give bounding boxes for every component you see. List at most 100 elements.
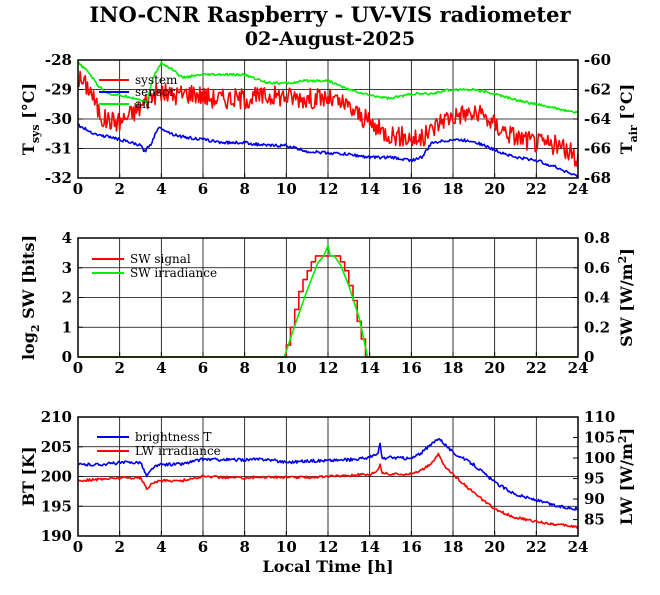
series-line-air [77, 61, 578, 114]
x-tick-label: 12 [318, 538, 339, 556]
x-tick-label: 6 [198, 359, 208, 377]
x-tick-label: 18 [443, 359, 464, 377]
x-tick-label: 22 [526, 180, 547, 198]
x-tick-label: 4 [156, 359, 166, 377]
figure-title: INO-CNR Raspberry - UV-VIS radiometer [89, 2, 571, 27]
panel-2: 0 2 4 6 8 10 12 14 16 18 20 22 240123400.20.40.60.8S… [19, 229, 636, 377]
panel-1: 0 2 4 6 8 10 12 14 16 18 20 22 24-32-31-30-29-28-68-… [19, 51, 640, 198]
x-tick-label: 6 [198, 538, 208, 556]
x-tick-label: 18 [443, 180, 464, 198]
y-tick-label-right: 85 [584, 511, 605, 529]
y-tick-label-right: 0.4 [584, 289, 610, 307]
x-tick-label: 0 [73, 538, 83, 556]
y-tick-label-right: -64 [584, 110, 611, 128]
y-tick-label-right: 95 [584, 470, 605, 488]
y-tick-label-left: 190 [41, 527, 72, 545]
x-tick-label: 22 [526, 359, 547, 377]
x-tick-label: 24 [568, 538, 589, 556]
panel-3: 0 2 4 6 8 10 12 14 16 18 20 22 241901952002052108590… [19, 408, 636, 576]
y-tick-label-right: 0.6 [584, 259, 610, 277]
y-tick-label-right: 0.2 [584, 318, 610, 336]
y-axis-label-right: SW [W/m2] [616, 248, 636, 347]
y-tick-label-left: 200 [41, 468, 72, 486]
x-tick-label: 12 [318, 359, 339, 377]
x-tick-label: 2 [114, 180, 124, 198]
x-tick-label: 0 [73, 180, 83, 198]
y-axis-label-left: BT [K] [19, 446, 38, 506]
x-tick-label: 16 [401, 359, 422, 377]
y-axis-label-right: LW [W/m2] [616, 428, 636, 525]
y-tick-label-right: -60 [584, 51, 611, 69]
figure-subtitle: 02-August-2025 [245, 28, 415, 50]
x-tick-label: 0 [73, 359, 83, 377]
x-tick-label: 14 [359, 180, 380, 198]
legend-entry: SW irradiance [130, 266, 217, 280]
y-tick-label-left: 205 [41, 438, 72, 456]
x-tick-label: 20 [484, 180, 505, 198]
x-tick-label: 14 [359, 359, 380, 377]
y-tick-label-right: 105 [584, 429, 615, 447]
x-tick-label: 22 [526, 538, 547, 556]
legend-entry: brightness T [135, 430, 211, 444]
y-tick-label-left: -29 [45, 81, 72, 99]
plot-frame [77, 416, 579, 537]
series-line-system [77, 70, 579, 167]
legend-entry: SW signal [130, 252, 191, 266]
y-tick-label-right: -68 [584, 169, 611, 187]
y-axis-label-left: Tsys [°C] [19, 83, 42, 155]
x-tick-label: 16 [401, 538, 422, 556]
x-tick-label: 18 [443, 538, 464, 556]
series-line-sw-irradiance [78, 244, 578, 358]
y-tick-label-right: -66 [584, 140, 611, 158]
y-tick-label-left: -30 [45, 110, 72, 128]
y-tick-label-left: -32 [45, 169, 72, 187]
x-tick-label: 8 [239, 538, 249, 556]
x-tick-label: 16 [401, 180, 422, 198]
x-tick-label: 20 [484, 538, 505, 556]
y-tick-label-right: -62 [584, 81, 611, 99]
legend-entry: system [135, 73, 178, 87]
legend-entry: sensor [135, 85, 175, 99]
y-tick-label-left: 195 [41, 497, 72, 515]
x-tick-label: 14 [359, 538, 380, 556]
series-line-lw-irradiance [77, 452, 579, 529]
y-tick-label-left: 4 [62, 229, 72, 247]
y-tick-label-right: 100 [584, 449, 615, 467]
y-tick-label-right: 110 [584, 408, 615, 426]
x-tick-label: 12 [318, 180, 339, 198]
chart-panels: 0 2 4 6 8 10 12 14 16 18 20 22 24-32-31-30-29-28-68-… [19, 51, 640, 576]
plot-frame [77, 237, 579, 358]
x-tick-label: 4 [156, 538, 166, 556]
y-axis-label-left: log2 SW [bits] [19, 235, 42, 360]
plot-frame [77, 59, 579, 179]
y-tick-label-left: 1 [62, 318, 72, 336]
x-tick-label: 2 [114, 538, 124, 556]
legend-entry: LW irradiance [135, 444, 221, 458]
y-tick-label-left: 2 [62, 289, 72, 307]
x-tick-label: 8 [239, 180, 249, 198]
y-tick-label-right: 0.8 [584, 229, 610, 247]
x-tick-label: 24 [568, 359, 589, 377]
x-tick-label: 20 [484, 359, 505, 377]
y-tick-label-right: 0 [584, 348, 594, 366]
y-tick-label-left: 0 [62, 348, 72, 366]
series-line-sensor [77, 123, 579, 178]
y-tick-label-right: 90 [584, 490, 605, 508]
y-tick-label-left: 3 [62, 259, 72, 277]
series-line-brightness-t [77, 438, 579, 511]
x-tick-label: 8 [239, 359, 249, 377]
y-tick-label-left: 210 [41, 408, 72, 426]
x-tick-label: 24 [568, 180, 589, 198]
x-tick-label: 10 [276, 538, 297, 556]
x-tick-label: 10 [276, 180, 297, 198]
x-tick-label: 2 [114, 359, 124, 377]
x-axis-label: Local Time [h] [262, 557, 393, 576]
y-axis-label-right: Tair [°C] [617, 84, 640, 154]
x-tick-label: 6 [198, 180, 208, 198]
y-tick-label-left: -31 [45, 140, 72, 158]
x-tick-label: 10 [276, 359, 297, 377]
x-tick-label: 4 [156, 180, 166, 198]
y-tick-label-left: -28 [45, 51, 72, 69]
legend-entry: air [135, 97, 152, 111]
